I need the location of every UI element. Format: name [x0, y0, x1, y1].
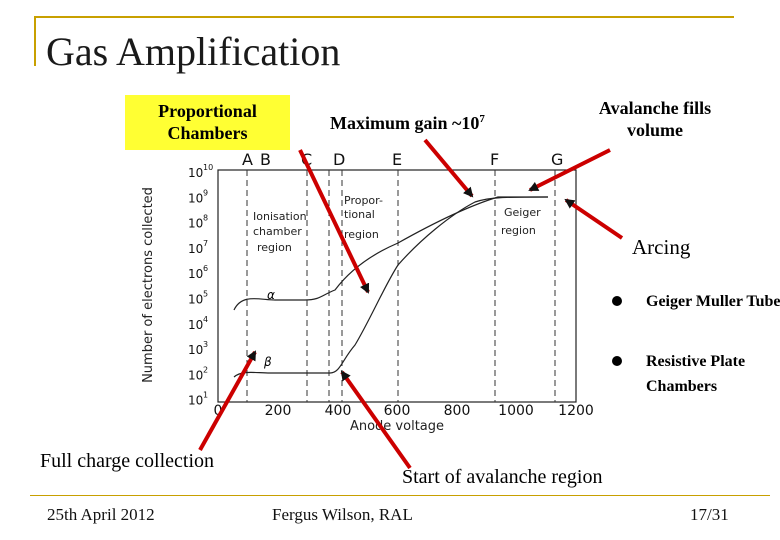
title-frame-left — [34, 16, 36, 66]
y-tick-exponent: 2 — [203, 365, 208, 374]
alpha-curve-label: α — [267, 288, 275, 302]
y-tick-exponent: 1 — [203, 391, 208, 400]
arcing-callout: Arcing — [632, 235, 691, 259]
region-letter: E — [392, 150, 402, 169]
title-frame-top — [34, 16, 734, 18]
x-tick-label: 600 — [384, 403, 411, 419]
region-letter: F — [490, 150, 499, 169]
beta-curve-label: β — [263, 355, 272, 369]
region-letter: A — [242, 150, 253, 169]
ionisation-label-line3: region — [257, 241, 292, 254]
y-tick-label: 10 — [188, 191, 203, 205]
y-tick-label: 10 — [188, 343, 203, 357]
x-axis-label: Anode voltage — [350, 419, 444, 434]
full-charge-collection-callout: Full charge collection — [40, 450, 215, 472]
arrow-max-gain — [423, 138, 474, 198]
footer-rule — [30, 495, 770, 496]
geiger-label-line1: Geiger — [504, 206, 541, 219]
x-tick-label: 200 — [265, 403, 292, 419]
alpha-curve — [233, 196, 548, 311]
y-tick-exponent: 3 — [203, 340, 208, 349]
y-tick-label: 10 — [188, 267, 203, 281]
region-letter: G — [551, 150, 563, 169]
slide-title: Gas Amplification — [46, 29, 341, 74]
bullet-dot-icon — [612, 296, 622, 306]
arrow-proportional — [298, 149, 370, 294]
y-tick-exponent: 9 — [203, 188, 208, 197]
footer-author: Fergus Wilson, RAL — [272, 505, 413, 524]
x-tick-label: 400 — [325, 403, 352, 419]
ionisation-label-line2: chamber — [253, 225, 302, 238]
arrow-arcing — [564, 198, 624, 240]
start-avalanche-callout: Start of avalanche region — [402, 466, 603, 488]
proportional-chambers-callout: Proportional Chambers — [158, 101, 257, 143]
y-tick-exponent: 10 — [203, 163, 213, 172]
geiger-label-line2: region — [501, 224, 536, 237]
y-tick-label: 10 — [188, 293, 203, 307]
y-tick-label: 10 — [188, 242, 203, 256]
bullet-text: Resistive Plate Chambers — [646, 353, 746, 395]
footer-page-number: 17/31 — [690, 505, 729, 524]
region-letter: B — [260, 150, 271, 169]
proportional-label-line1: Propor- — [344, 194, 383, 207]
bullet-text: Geiger Muller Tube — [646, 293, 780, 310]
ionisation-label-line1: Ionisation — [253, 210, 307, 223]
y-tick-exponent: 4 — [203, 315, 208, 324]
proportional-label-line2: tional — [344, 208, 375, 221]
x-tick-label: 800 — [444, 403, 471, 419]
y-tick-label: 10 — [188, 394, 203, 408]
x-tick-label: 1200 — [558, 403, 594, 419]
arrow-avalanche-fills — [528, 148, 611, 192]
bullet-dot-icon — [612, 356, 622, 366]
arrow-start-avalanche — [340, 370, 412, 470]
maximum-gain-text: Maximum gain ~10 — [330, 113, 480, 133]
region-letter: D — [333, 150, 345, 169]
y-tick-label: 10 — [188, 318, 203, 332]
y-tick-label: 10 — [188, 368, 203, 382]
y-axis-label: Number of electrons collected — [141, 187, 156, 383]
maximum-gain-callout: Maximum gain ~107 — [330, 108, 485, 134]
y-tick-exponent: 8 — [203, 214, 208, 223]
y-tick-exponent: 5 — [203, 290, 208, 299]
proportional-highlight-box — [125, 95, 290, 150]
maximum-gain-exponent: 7 — [479, 113, 485, 125]
y-tick-label: 10 — [188, 166, 203, 180]
plot-frame — [217, 169, 577, 403]
footer-date: 25th April 2012 — [47, 505, 155, 524]
arrow-full-charge — [198, 350, 257, 451]
beta-curve — [233, 196, 549, 378]
y-tick-exponent: 7 — [203, 239, 208, 248]
proportional-label-line3: region — [344, 228, 379, 241]
y-tick-exponent: 6 — [203, 264, 208, 273]
x-tick-label: 0 — [214, 403, 223, 419]
y-tick-label: 10 — [188, 217, 203, 231]
avalanche-fills-callout: Avalanche fills volume — [598, 98, 712, 140]
x-tick-label: 1000 — [498, 403, 534, 419]
